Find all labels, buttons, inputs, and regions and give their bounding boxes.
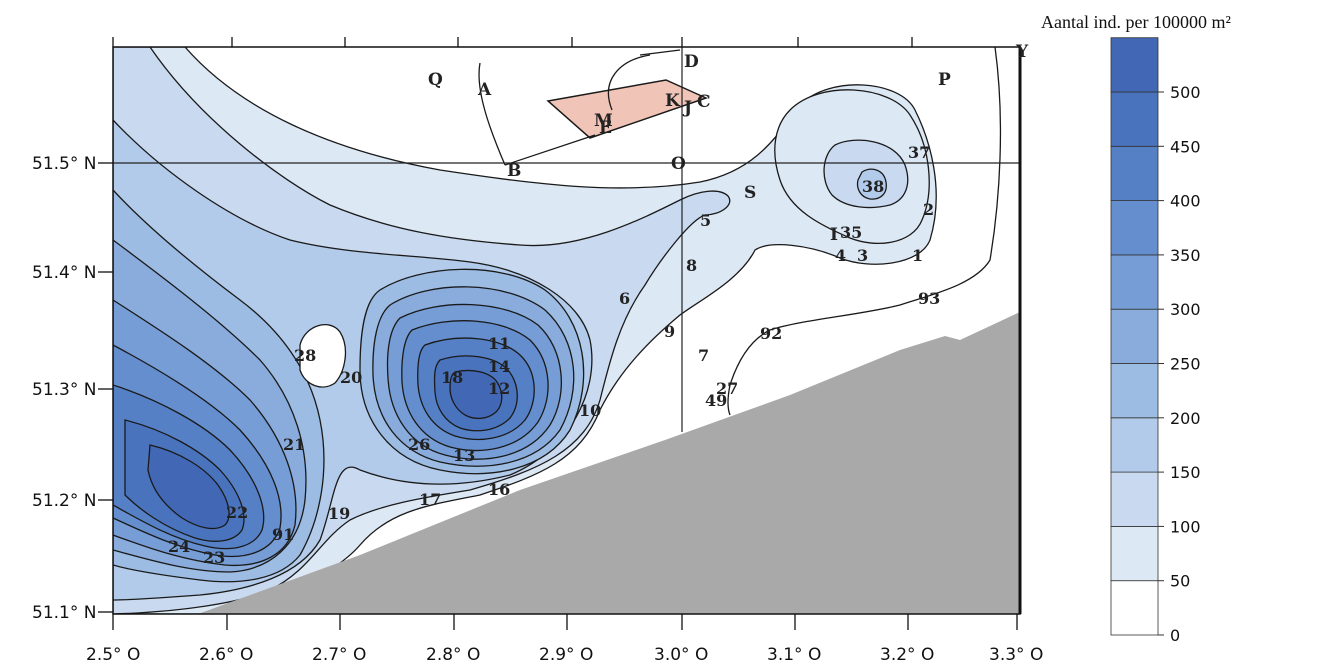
zone-label-e: E (599, 118, 612, 138)
legend-swatch (1110, 308, 1159, 364)
zone-boundary-line (478, 49, 681, 166)
legend-tick-label: 150 (1170, 463, 1201, 482)
density-contours (113, 47, 1020, 614)
legend-colorbar (1110, 37, 1159, 636)
legend-swatch (1110, 580, 1159, 636)
legend-tick-label: 0 (1170, 626, 1180, 645)
lat-tick-label: 51.1° N (32, 603, 96, 623)
lon-tick-label: 2.8° O (426, 645, 480, 665)
legend-swatch (1110, 417, 1159, 473)
contour-fill-east-core (856, 168, 887, 200)
station-label: 7 (698, 346, 709, 365)
zone-label-d: D (684, 52, 699, 72)
land-mass (198, 312, 1020, 614)
legend-tick-label: 100 (1170, 517, 1201, 536)
zone-label-s: S (744, 183, 756, 203)
legend-tick-label: 500 (1170, 83, 1201, 102)
contour-fill-500 (147, 369, 503, 530)
station-label: 92 (760, 324, 782, 343)
station-label: 11 (488, 334, 510, 353)
lon-tick-label: 3.3° O (989, 645, 1043, 665)
station-label: 1 (912, 246, 923, 265)
station-label: 20 (340, 368, 362, 387)
station-label: 6 (619, 289, 630, 308)
station-label: 22 (226, 503, 248, 522)
station-label: 2 (923, 200, 934, 219)
legend-swatch (1110, 145, 1159, 202)
legend-tick-label: 50 (1170, 572, 1190, 591)
station-label: 10 (579, 401, 601, 420)
station-label: 8 (686, 256, 697, 275)
station-label: 5 (700, 211, 711, 230)
station-label: 16 (488, 480, 510, 499)
legend-tick-label: 400 (1170, 192, 1201, 211)
legend-swatch (1110, 37, 1159, 93)
station-label: 91 (272, 525, 294, 544)
station-label: 35 (840, 223, 862, 242)
station-label: 12 (488, 379, 510, 398)
station-label: 19 (328, 504, 350, 523)
station-label: 18 (441, 368, 463, 387)
station-label: 21 (283, 435, 305, 454)
protected-zone-polygon (546, 79, 709, 139)
lon-tick-label: 3.1° O (767, 645, 821, 665)
zone-label-m: M (594, 111, 613, 131)
station-label: 3 (857, 246, 868, 265)
zone-label-k: K (665, 91, 681, 111)
station-label: 49 (705, 391, 727, 410)
zone-label-b: B (507, 161, 521, 181)
lat-tick-label: 51.3° N (32, 380, 96, 400)
lon-tick-label: 3.0° O (654, 645, 708, 665)
zone-label-o: O (671, 154, 686, 174)
lon-tick-label: 2.5° O (86, 645, 140, 665)
station-label: 93 (918, 289, 940, 308)
zone-label-i: I (830, 225, 838, 245)
station-label: 38 (862, 177, 884, 196)
lon-tick-label: 3.2° O (880, 645, 934, 665)
legend-swatch (1110, 471, 1159, 527)
lat-tick-label: 51.2° N (32, 491, 96, 511)
lon-tick-label: 2.9° O (539, 645, 593, 665)
station-label: 4 (835, 246, 846, 265)
legend-swatch (1110, 200, 1159, 256)
zone-label-y: Y (1015, 42, 1029, 62)
legend-title: Aantal ind. per 100000 m² (1041, 12, 1231, 32)
zone-label-c: C (697, 92, 711, 112)
lon-tick-label: 2.7° O (312, 645, 366, 665)
zone-label-p: P (938, 70, 951, 90)
legend-swatch (1110, 363, 1159, 419)
legend-swatch (1110, 526, 1159, 582)
lat-tick-label: 51.4° N (32, 263, 96, 283)
zone-labels: Q A D P K J C M E B O S Y I (428, 42, 1029, 245)
station-labels: 37 38 2 5 35 4 3 1 8 6 93 9 92 7 28 11 1… (168, 143, 940, 567)
station-label: 13 (453, 446, 475, 465)
contour-line-93 (727, 47, 1002, 416)
legend-swatch (1110, 254, 1159, 310)
zone-label-j: J (682, 98, 692, 118)
station-label: 14 (488, 357, 510, 376)
contour-island-28 (299, 324, 347, 388)
station-label: 9 (664, 322, 675, 341)
legend-tick-label: 250 (1170, 355, 1201, 374)
legend-tick-labels: 0 50 100 150 200 250 300 350 400 450 500 (1158, 83, 1201, 645)
station-label: 26 (408, 435, 430, 454)
station-label: 37 (908, 143, 930, 162)
legend-tick-label: 200 (1170, 409, 1201, 428)
legend-tick-label: 350 (1170, 246, 1201, 265)
zone-label-a: A (477, 80, 492, 100)
station-label: 27 (716, 379, 738, 398)
station-label: 28 (294, 346, 316, 365)
lon-tick-label: 2.6° O (199, 645, 253, 665)
lat-tick-label: 51.5° N (32, 154, 96, 174)
legend-tick-label: 450 (1170, 137, 1201, 156)
station-label: 23 (203, 548, 225, 567)
zone-label-q: Q (428, 70, 443, 90)
legend-tick-label: 300 (1170, 300, 1201, 319)
tick-marks (98, 37, 1018, 630)
legend-swatch (1110, 91, 1159, 147)
station-label: 24 (168, 537, 190, 556)
station-label: 17 (419, 490, 441, 509)
